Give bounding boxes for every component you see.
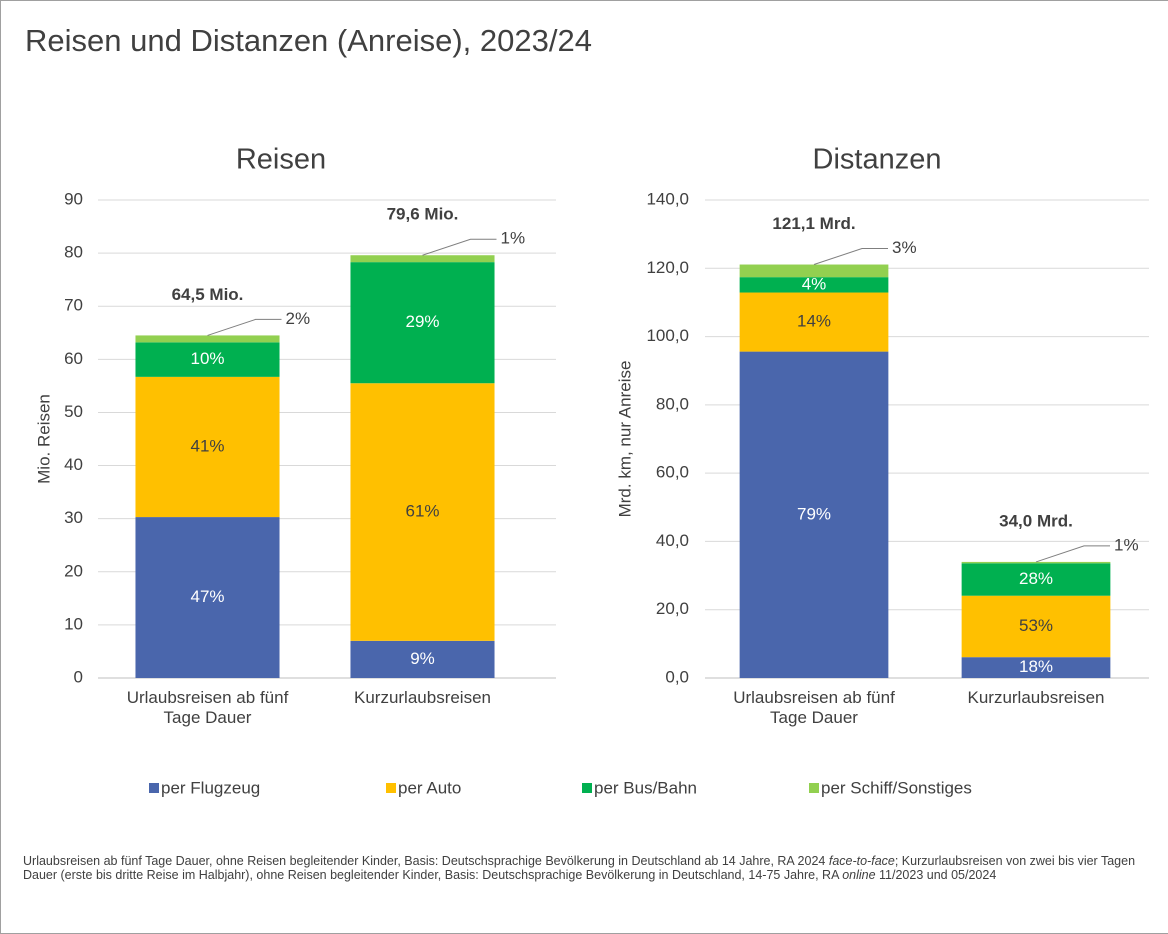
total-label: 121,1 Mrd. — [772, 214, 855, 233]
y-tick-label: 20,0 — [656, 599, 689, 618]
share-label: 47% — [190, 587, 224, 606]
leader-line — [813, 248, 888, 266]
bar-segment — [739, 277, 889, 293]
y-tick-label: 100,0 — [646, 326, 689, 345]
share-label: 3% — [892, 238, 917, 257]
x-tick-label: Urlaubsreisen ab fünf Tage Dauer — [126, 688, 289, 727]
total-label: 34,0 Mrd. — [999, 511, 1073, 530]
legend-label: per Bus/Bahn — [594, 778, 697, 797]
legend-label: per Auto — [398, 778, 461, 797]
bar-segment — [135, 517, 280, 678]
footnote-part: 11/2023 und 05/2024 — [875, 868, 997, 882]
share-label: 53% — [1019, 616, 1053, 635]
y-tick-label: 40 — [64, 455, 83, 474]
share-label: 9% — [410, 649, 435, 668]
share-label: 79% — [797, 504, 831, 523]
y-axis-title: Mrd. km, nur Anreise — [615, 361, 634, 518]
y-tick-label: 70 — [64, 296, 83, 315]
y-tick-label: 90 — [64, 189, 83, 208]
y-tick-label: 80 — [64, 243, 83, 262]
total-label: 79,6 Mio. — [387, 205, 459, 224]
x-tick-label: Kurzurlaubsreisen — [967, 688, 1105, 707]
share-label: 29% — [405, 312, 439, 331]
bar-segment — [961, 563, 1111, 596]
chart-title: Reisen — [236, 144, 326, 176]
chart-title: Distanzen — [813, 144, 942, 176]
x-tick-label: Kurzurlaubsreisen — [353, 688, 491, 707]
bar-segment — [739, 351, 889, 678]
share-label: 2% — [286, 309, 311, 328]
footnote-part: ; Kurzurlaubsreisen von zwei bis vier Ta… — [23, 854, 1136, 882]
total-label: 64,5 Mio. — [172, 285, 244, 304]
legend-label: per Flugzeug — [161, 778, 260, 797]
legend-label: per Schiff/Sonstiges — [821, 778, 972, 797]
y-axis-title: Mio. Reisen — [34, 394, 53, 484]
y-tick-label: 20 — [64, 561, 83, 580]
bar-segment — [135, 342, 280, 377]
footnote-part: face-to-face — [828, 854, 895, 868]
share-label: 61% — [405, 502, 439, 521]
bar-segment — [739, 292, 889, 352]
share-label: 10% — [190, 349, 224, 368]
legend-swatch — [149, 783, 159, 793]
bar-segment — [135, 376, 280, 518]
y-tick-label: 140,0 — [646, 189, 689, 208]
bar-segment — [350, 640, 495, 678]
y-tick-label: 0,0 — [665, 667, 689, 686]
y-tick-label: 60 — [64, 349, 83, 368]
footnote-part: online — [842, 868, 876, 882]
bar-segment — [350, 255, 495, 263]
y-tick-label: 10 — [64, 614, 83, 633]
legend-swatch — [582, 783, 592, 793]
bar-segment — [350, 383, 495, 641]
footnote-part: Urlaubsreisen ab fünf Tage Dauer, ohne R… — [23, 854, 829, 868]
share-label: 14% — [797, 312, 831, 331]
leader-line — [1035, 545, 1110, 563]
y-tick-label: 0 — [74, 667, 83, 686]
bar-segment — [961, 561, 1111, 564]
y-tick-label: 40,0 — [656, 531, 689, 550]
share-label: 4% — [802, 274, 827, 293]
legend-swatch — [809, 783, 819, 793]
page-title: Reisen und Distanzen (Anreise), 2023/24 — [25, 23, 592, 58]
legend-swatch — [386, 783, 396, 793]
y-tick-label: 60,0 — [656, 463, 689, 482]
share-label: 1% — [501, 229, 526, 248]
share-label: 28% — [1019, 569, 1053, 588]
bar-segment — [350, 262, 495, 384]
y-tick-label: 120,0 — [646, 258, 689, 277]
share-label: 1% — [1114, 535, 1139, 554]
y-tick-label: 80,0 — [656, 394, 689, 413]
bar-segment — [739, 264, 889, 278]
bar-segment — [961, 657, 1111, 678]
y-tick-label: 30 — [64, 508, 83, 527]
leader-line — [207, 318, 282, 336]
footnote: Urlaubsreisen ab fünf Tage Dauer, ohne R… — [23, 854, 1151, 882]
bar-segment — [135, 335, 280, 343]
y-tick-label: 50 — [64, 402, 83, 421]
leader-line — [422, 238, 497, 256]
bar-segment — [961, 595, 1111, 658]
x-tick-label: Urlaubsreisen ab fünf Tage Dauer — [733, 688, 895, 727]
share-label: 18% — [1019, 657, 1053, 676]
share-label: 41% — [190, 436, 224, 455]
